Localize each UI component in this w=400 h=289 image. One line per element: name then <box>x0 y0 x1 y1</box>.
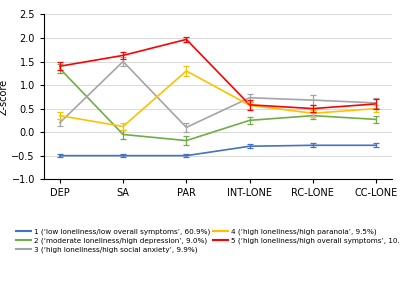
Legend: 1 (‘low loneliness/low overall symptoms’, 60.9%), 2 (‘moderate loneliness/high d: 1 (‘low loneliness/low overall symptoms’… <box>16 229 400 253</box>
Y-axis label: Z-score: Z-score <box>0 79 9 115</box>
